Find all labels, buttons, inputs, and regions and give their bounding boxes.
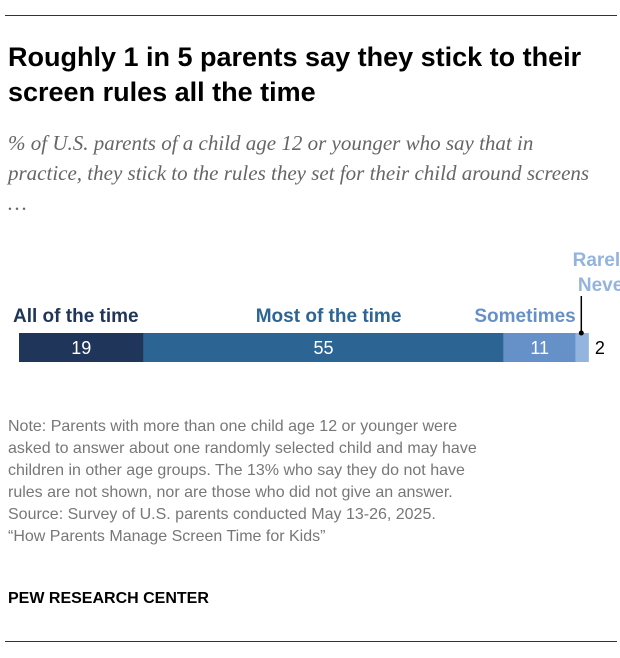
note-line: children in other age groups. The 13% wh… [8, 462, 465, 479]
brand-logo-text: PEW RESEARCH CENTER [8, 590, 209, 607]
bar-segment [19, 333, 144, 362]
category-label: Most of the time [256, 306, 402, 327]
bar-segment [503, 333, 576, 362]
chart-subtitle: % of U.S. parents of a child age 12 or y… [8, 131, 590, 215]
data-label: 11 [530, 338, 549, 358]
category-label: Sometimes [474, 306, 575, 327]
data-label: 19 [71, 338, 91, 358]
note-line: rules are not shown, nor are those who d… [8, 484, 453, 501]
note-line: Note: Parents with more than one child a… [8, 418, 458, 435]
note-line: asked to answer about one randomly selec… [8, 440, 477, 457]
bar-segment [143, 333, 504, 362]
data-label: 2 [595, 338, 605, 358]
bottom-rule [5, 641, 617, 642]
leader-dot [578, 330, 584, 336]
note: Note: Parents with more than one child a… [8, 416, 608, 548]
category-label: All of the time [13, 306, 139, 327]
category-label: Never [578, 275, 620, 296]
data-label: 55 [314, 338, 334, 358]
bar-segment [575, 333, 589, 362]
stacked-bar-chart: 19 All of the time 55 Most of the time 11 Som… [13, 250, 620, 362]
report-title: “How Parents Manage Screen Time for Kids… [8, 528, 326, 545]
category-label: Rarely/ [573, 250, 620, 271]
top-rule [5, 15, 617, 16]
source-line: Source: Survey of U.S. parents conducted… [8, 506, 436, 523]
chart-title: Roughly 1 in 5 parents say they stick to… [8, 42, 582, 107]
